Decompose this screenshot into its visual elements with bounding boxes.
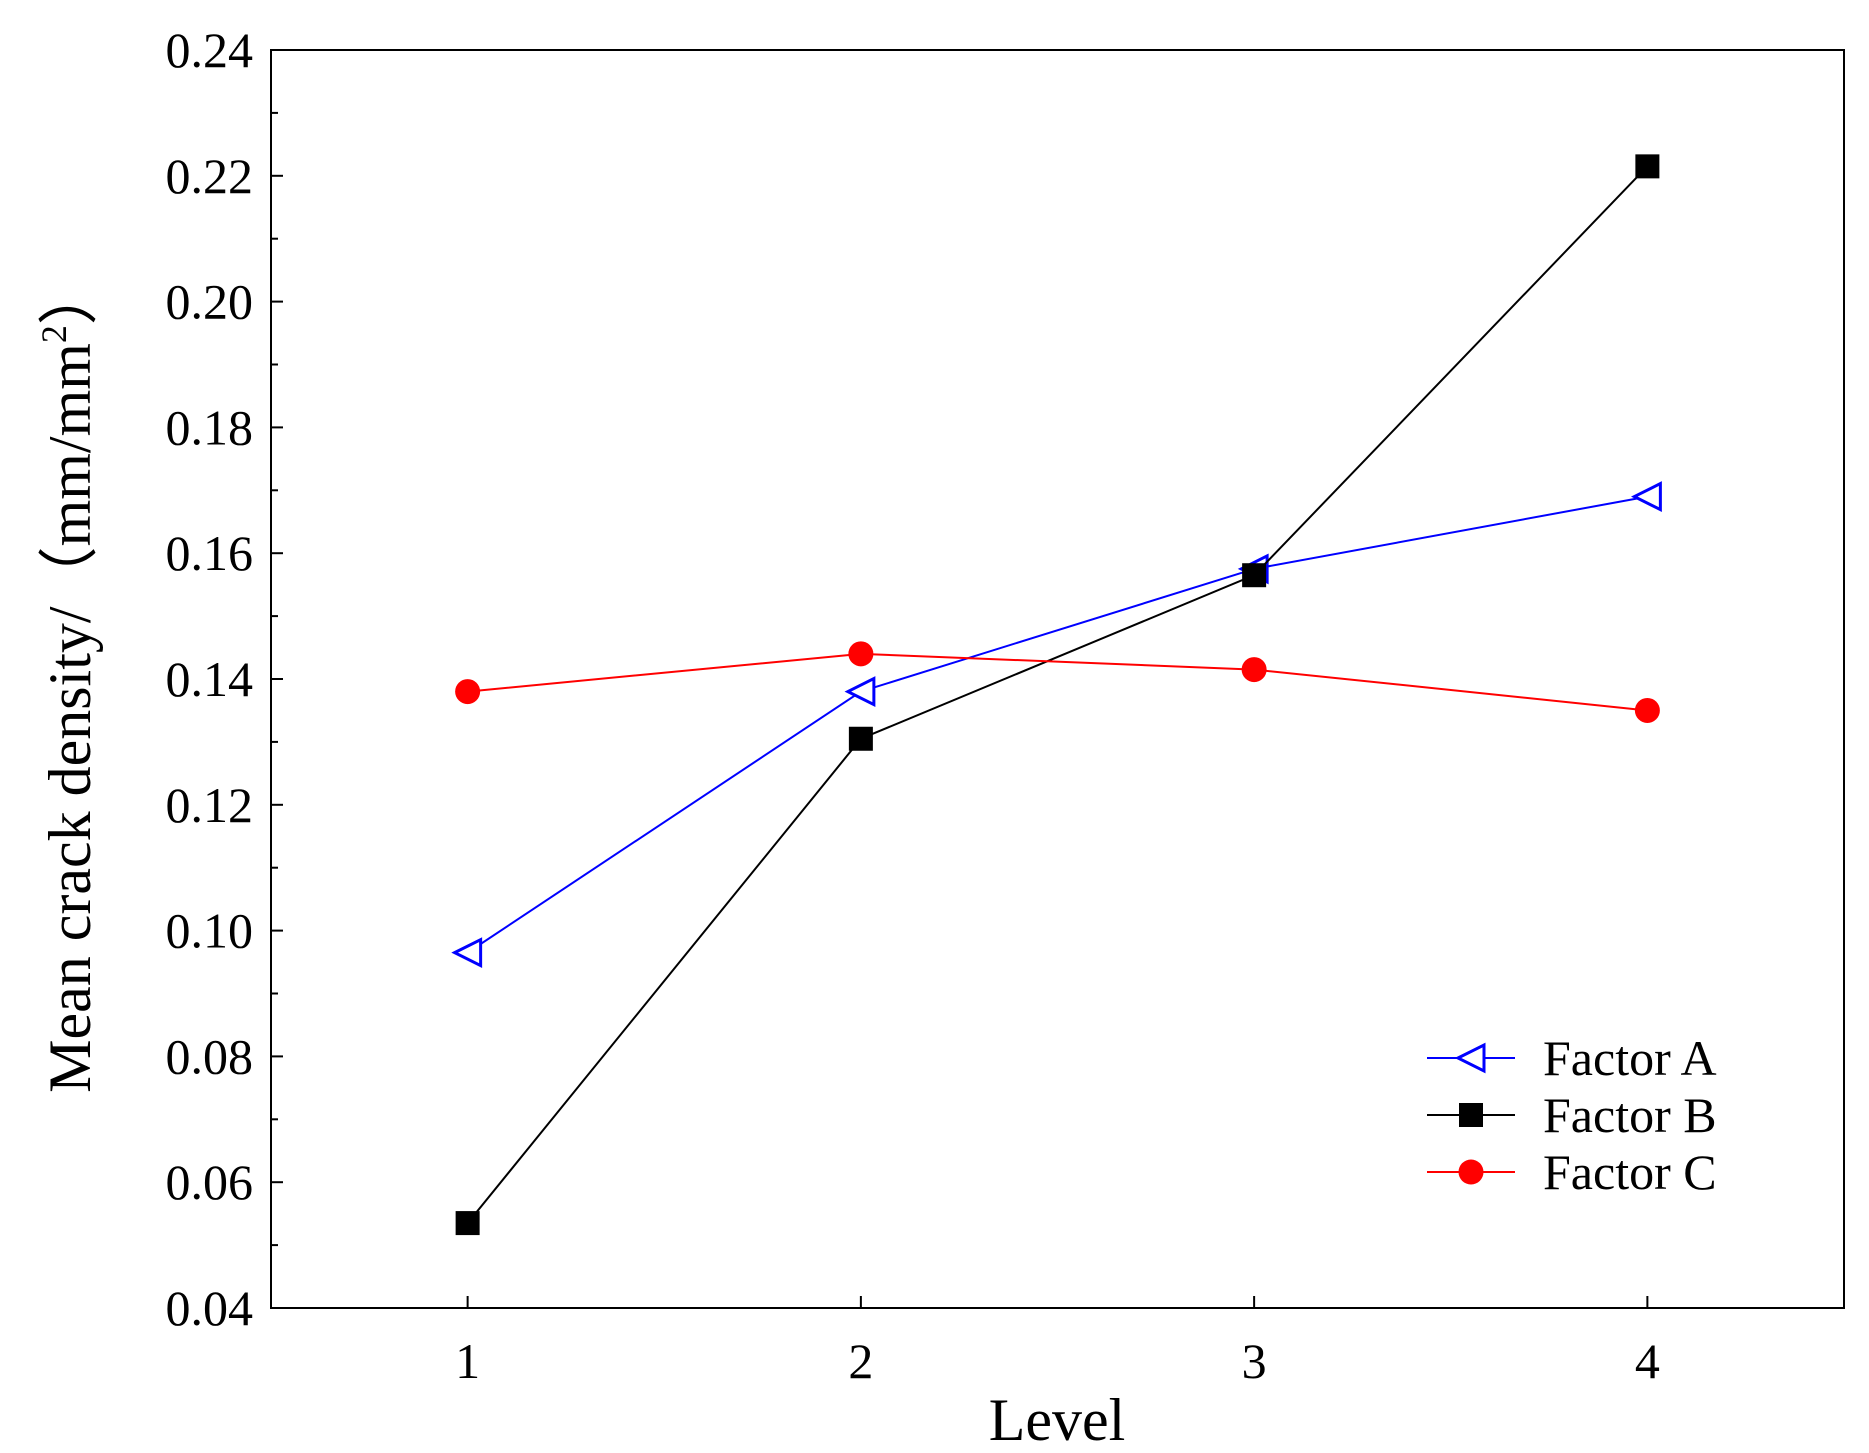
- legend-marker: [1454, 1042, 1486, 1074]
- series-line: [466, 165, 1649, 1224]
- y-tick-label: 0.16: [166, 525, 254, 581]
- x-axis: 1 2 3 4: [455, 1296, 1660, 1389]
- y-axis-label: Mean crack density/（mm/mm2）: [34, 265, 103, 1093]
- legend-marker: [1459, 1103, 1483, 1127]
- series-factor-c: [455, 641, 1660, 723]
- y-axis: 0.04 0.06 0.08 0.10 0.12 0.14 0.16 0.18 0.20 0.22…: [166, 22, 283, 1336]
- series-layer: [451, 154, 1662, 1236]
- x-tick-label: 3: [1242, 1333, 1267, 1389]
- y-tick-label: 0.18: [166, 399, 254, 455]
- x-tick-label: 1: [455, 1333, 480, 1389]
- y-tick-label: 0.20: [166, 274, 254, 330]
- data-point: [848, 726, 873, 751]
- series-line: [467, 652, 1648, 712]
- y-axis-label-superscript: 2: [34, 325, 74, 343]
- legend-marker: [1458, 1159, 1484, 1185]
- y-tick-label: 0.06: [166, 1154, 254, 1210]
- y-tick-label: 0.12: [166, 777, 254, 833]
- data-point: [1242, 563, 1267, 588]
- y-tick-label: 0.08: [166, 1028, 254, 1084]
- legend-item-factor-a: Factor A: [1427, 1030, 1717, 1086]
- x-tick-label: 2: [848, 1333, 873, 1389]
- legend-label: Factor B: [1543, 1087, 1717, 1143]
- data-point: [1241, 657, 1267, 683]
- y-tick-label: 0.14: [166, 651, 254, 707]
- y-tick-label: 0.24: [166, 22, 254, 78]
- x-tick-label: 4: [1635, 1333, 1660, 1389]
- x-axis-label: Level: [989, 1387, 1126, 1453]
- data-point: [844, 676, 876, 708]
- data-point: [455, 1211, 480, 1236]
- series-line: [467, 495, 1648, 954]
- y-axis-label-main: Mean crack density/（mm/mm: [37, 343, 103, 1093]
- data-point: [455, 679, 481, 705]
- y-tick-label: 0.22: [166, 148, 254, 204]
- data-point: [1631, 481, 1662, 513]
- legend-label: Factor C: [1543, 1144, 1717, 1200]
- legend-label: Factor A: [1543, 1030, 1717, 1086]
- series-factor-b: [455, 154, 1660, 1236]
- data-point: [848, 641, 874, 667]
- data-point: [451, 937, 483, 969]
- series-factor-a: [451, 481, 1662, 969]
- legend-item-factor-c: Factor C: [1427, 1144, 1717, 1200]
- data-point: [1635, 154, 1660, 179]
- y-tick-label: 0.04: [166, 1280, 254, 1336]
- y-axis-label-closing: ）: [37, 265, 103, 325]
- data-point: [1634, 697, 1660, 723]
- legend-item-factor-b: Factor B: [1427, 1087, 1717, 1143]
- y-tick-label: 0.10: [166, 903, 254, 959]
